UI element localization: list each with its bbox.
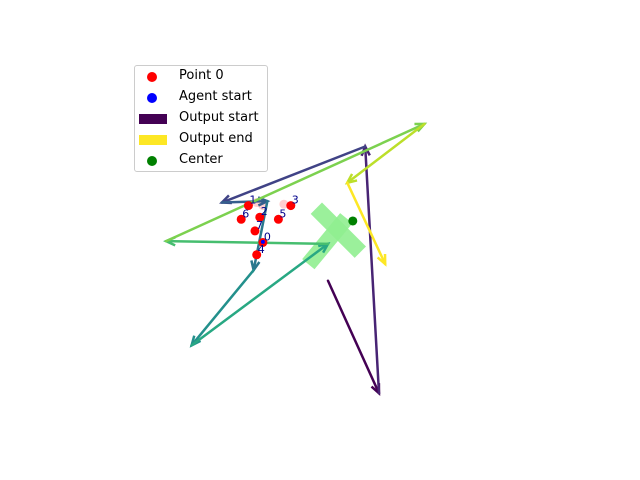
legend-entry-output-end: Output end — [135, 130, 267, 150]
legend-label: Output start — [179, 110, 259, 125]
point-marker — [255, 212, 265, 222]
point-marker — [236, 214, 246, 224]
point-marker — [250, 226, 260, 236]
path-segment — [190, 268, 255, 347]
point-label: 0 — [264, 231, 271, 244]
center-marker-group — [348, 216, 358, 226]
point-label: 4 — [258, 243, 265, 256]
point-marker — [252, 250, 262, 260]
path-segment — [220, 145, 367, 204]
legend-label: Output end — [179, 131, 253, 146]
point-label: 6 — [242, 207, 249, 220]
point-label: 1 — [249, 194, 256, 207]
path-arrowhead — [376, 254, 387, 267]
legend-swatch — [147, 93, 157, 103]
path-segment — [346, 181, 387, 266]
path-segment — [164, 122, 426, 243]
highlight-cross — [302, 202, 366, 270]
point-labels: 0 12 3 4 5 67 — [242, 194, 299, 256]
legend: Point 0 Agent start Output start Output … — [134, 65, 268, 172]
point-marker — [286, 201, 296, 211]
legend-swatch — [147, 72, 157, 82]
legend-swatch — [147, 156, 157, 166]
center-marker — [348, 216, 358, 226]
point-label: 5 — [279, 207, 286, 220]
path-segment — [190, 242, 330, 347]
legend-label: Center — [179, 152, 223, 167]
point-label: 2 — [261, 205, 268, 218]
point-label: 7 — [256, 219, 263, 232]
legend-swatch — [139, 114, 167, 124]
point-marker — [243, 201, 253, 211]
point-label: 3 — [292, 194, 299, 207]
path-segment — [164, 239, 330, 246]
legend-entry-agent-start: Agent start — [135, 88, 267, 108]
path-segment — [326, 279, 381, 395]
path-segment — [346, 122, 426, 184]
path-segment — [363, 145, 381, 395]
cross-stroke-b — [302, 213, 353, 270]
point-marker — [273, 214, 283, 224]
faded-point — [279, 199, 289, 209]
points — [236, 201, 296, 260]
legend-entry-output-start: Output start — [135, 109, 267, 129]
output-path — [163, 122, 428, 396]
legend-label: Point 0 — [179, 68, 224, 83]
legend-entry-point-0: Point 0 — [135, 67, 267, 87]
legend-label: Agent start — [179, 89, 252, 104]
legend-entry-center: Center — [135, 151, 267, 171]
agent-start-marker — [260, 239, 265, 244]
path-segment — [220, 199, 269, 204]
legend-swatch — [139, 135, 167, 145]
